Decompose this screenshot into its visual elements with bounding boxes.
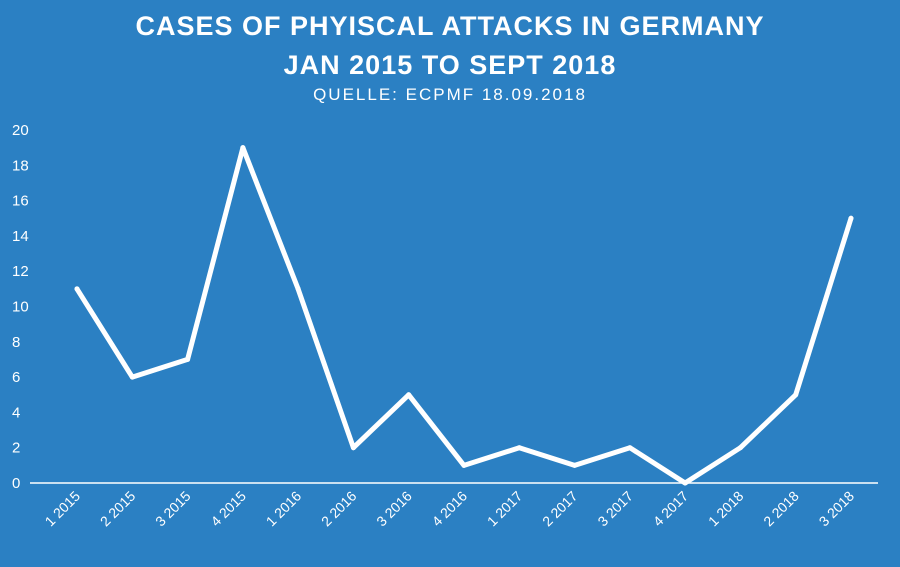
data-point	[350, 445, 356, 451]
x-tick-label: 1 2018	[705, 488, 747, 530]
y-tick-label: 14	[12, 228, 29, 245]
x-tick-label: 1 2017	[484, 488, 526, 530]
drop-lines	[76, 147, 852, 483]
y-tick-label: 6	[12, 369, 20, 386]
y-tick-label: 16	[12, 193, 29, 210]
data-point	[461, 462, 467, 468]
data-point	[682, 480, 688, 486]
x-tick-label: 2 2016	[318, 488, 360, 530]
chart-source: QUELLE: ECPMF 18.09.2018	[313, 85, 587, 104]
data-point	[295, 286, 301, 292]
y-tick-label: 8	[12, 334, 20, 351]
x-tick-label: 3 2015	[152, 488, 194, 530]
data-point	[406, 392, 412, 398]
data-point	[185, 356, 191, 362]
data-point	[129, 374, 135, 380]
x-tick-label: 2 2017	[539, 488, 581, 530]
y-tick-label: 2	[12, 440, 20, 457]
chart-subtitle: JAN 2015 TO SEPT 2018	[283, 50, 617, 80]
x-tick-label: 3 2016	[373, 488, 415, 530]
data-point	[793, 392, 799, 398]
x-tick-label: 3 2017	[594, 488, 636, 530]
x-tick-label: 4 2015	[207, 488, 249, 530]
data-point	[627, 445, 633, 451]
y-tick-label: 18	[12, 157, 29, 174]
x-tick-label: 4 2016	[429, 488, 471, 530]
x-tick-label: 1 2016	[263, 488, 305, 530]
x-tick-label: 1 2015	[42, 488, 84, 530]
y-tick-label: 4	[12, 404, 20, 421]
data-point	[848, 215, 854, 221]
data-point	[737, 445, 743, 451]
x-tick-label: 2 2018	[760, 488, 802, 530]
y-tick-label: 10	[12, 299, 29, 316]
x-tick-label: 4 2017	[650, 488, 692, 530]
y-tick-label: 12	[12, 263, 29, 280]
data-point	[572, 462, 578, 468]
x-axis: 1 2015 2 2015 3 2015 4 2015 1 2016 2 2016 3 20…	[42, 488, 858, 530]
y-tick-label: 20	[12, 122, 29, 139]
data-point	[240, 145, 246, 151]
y-tick-label: 0	[12, 475, 20, 492]
series-line	[74, 145, 854, 486]
data-point	[516, 445, 522, 451]
data-point	[74, 286, 80, 292]
x-tick-label: 3 2018	[816, 488, 858, 530]
y-axis: 0 2 4 6 8 10 12 14 16 18 20	[12, 122, 29, 492]
chart-title: CASES OF PHYISCAL ATTACKS IN GERMANY	[135, 11, 765, 41]
x-tick-label: 2 2015	[97, 488, 139, 530]
